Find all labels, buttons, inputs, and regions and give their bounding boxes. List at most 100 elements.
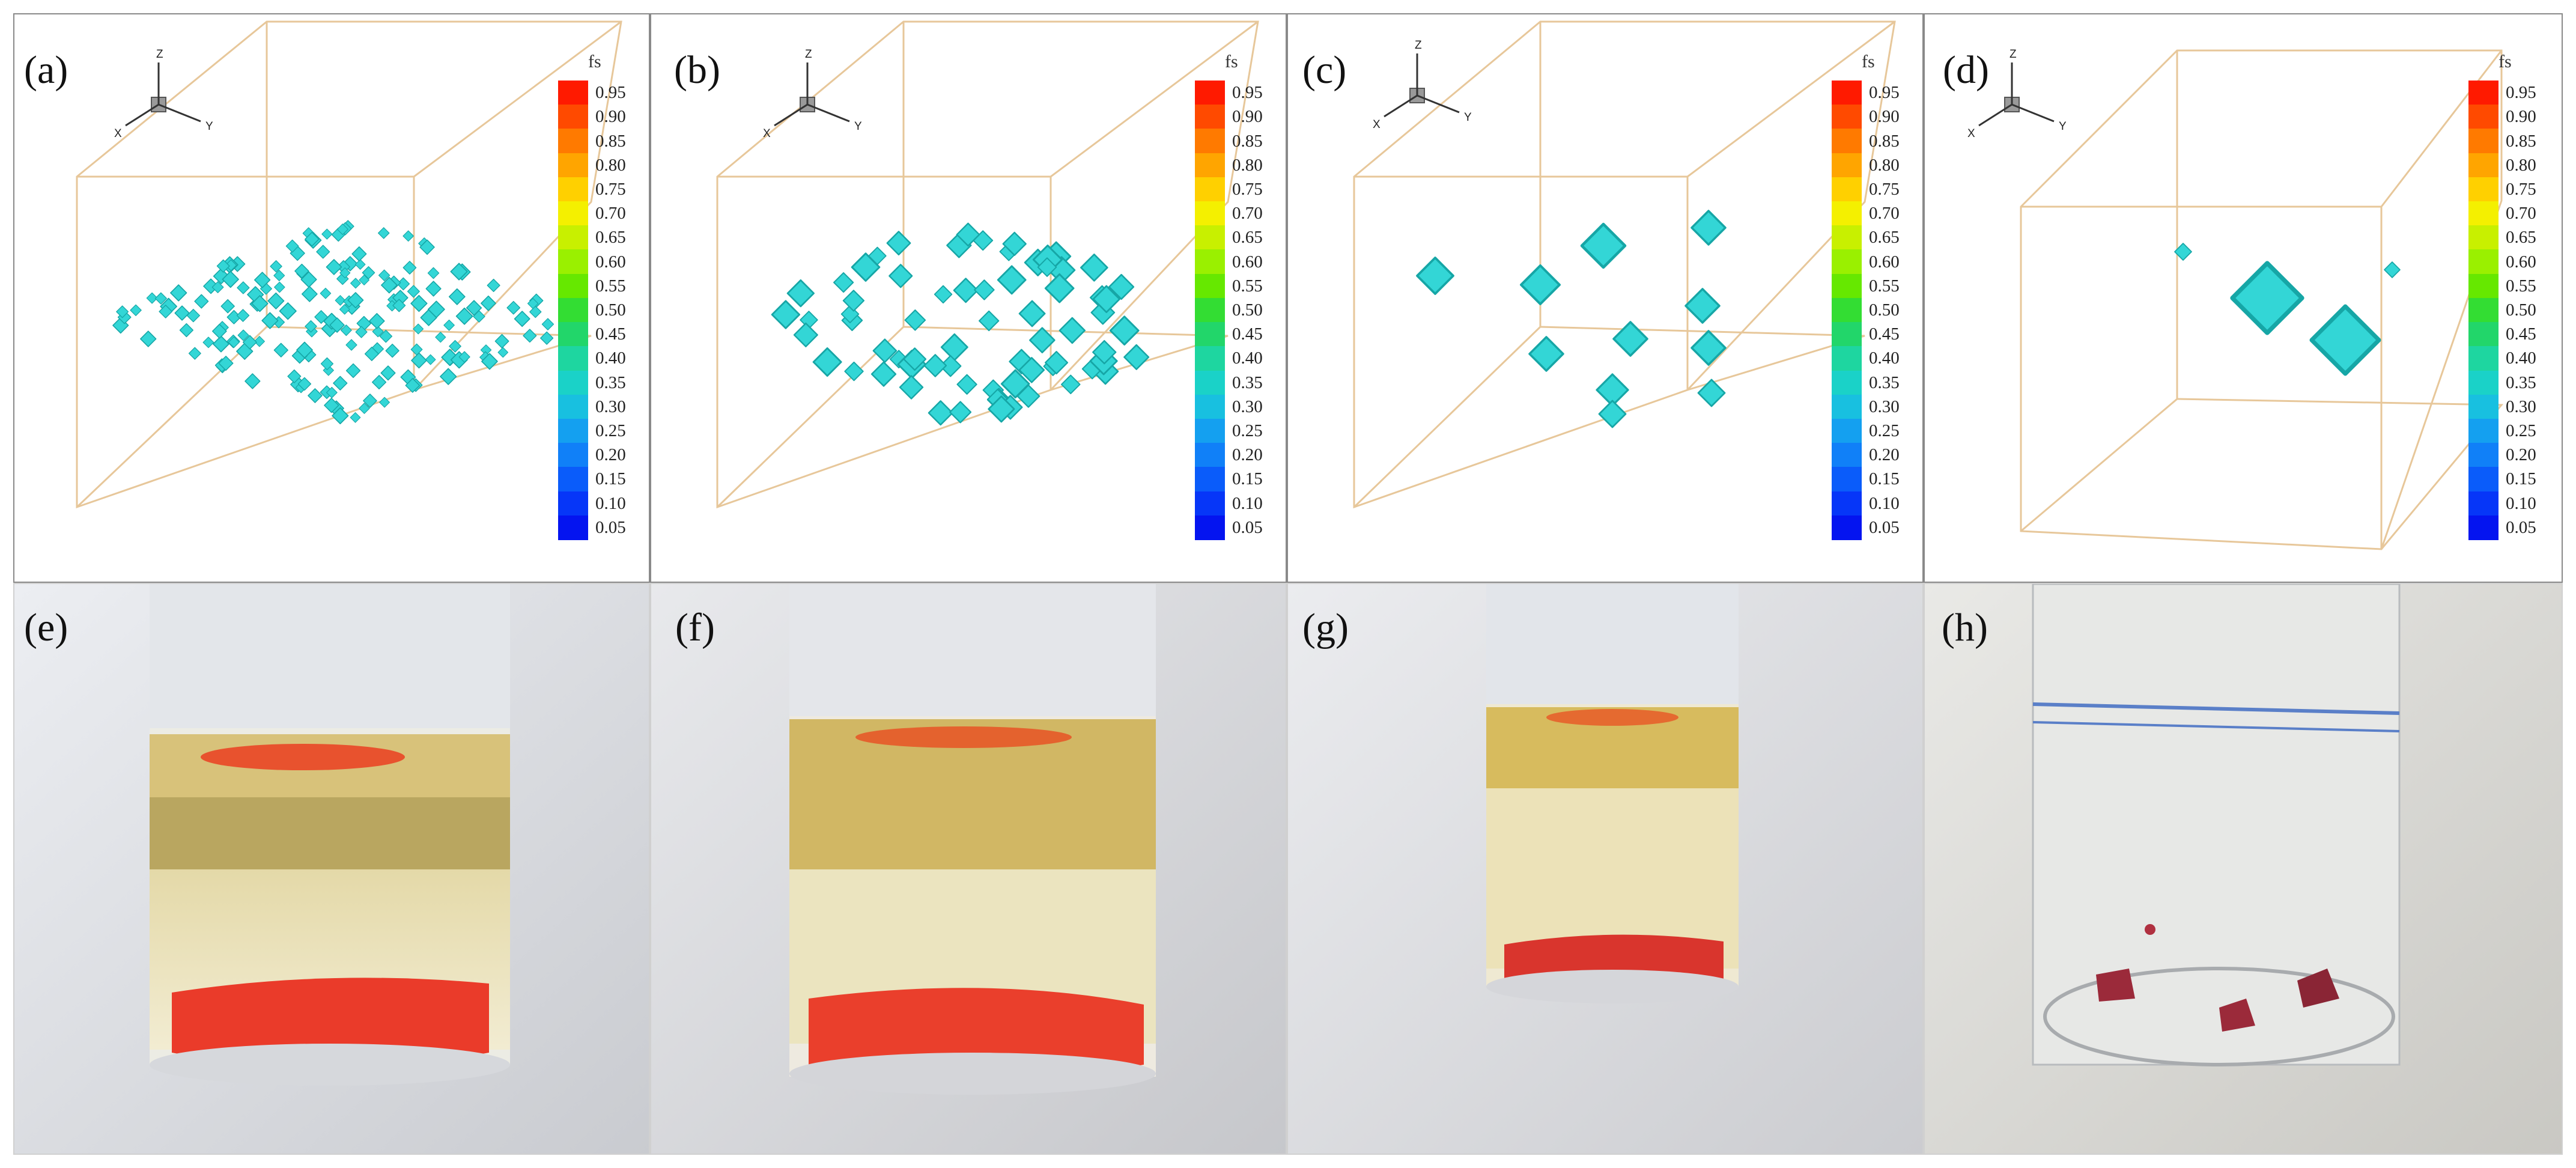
colorbar-swatch <box>558 273 588 299</box>
crystal-particle <box>273 270 285 282</box>
colorbar-tick-label: 0.60 <box>1869 252 1900 272</box>
crystal-particle <box>1002 231 1027 257</box>
crystal-particle <box>1416 257 1454 295</box>
crystal-particle <box>254 272 271 288</box>
colorbar-swatch <box>2468 370 2499 395</box>
crystal-particle <box>1528 336 1564 372</box>
settled-crystals <box>172 978 489 1068</box>
crystal-cluster <box>2174 243 2401 376</box>
crystal-particle <box>350 412 361 423</box>
crystal-particle <box>411 352 427 369</box>
colorbar-tick-label: 0.45 <box>595 324 626 344</box>
colorbar-tick-label: 0.25 <box>1232 421 1263 441</box>
colorbar-swatch <box>1195 443 1225 468</box>
axis-label: X <box>114 127 122 140</box>
colorbar-tick-label: 0.25 <box>1869 421 1900 441</box>
crystal-particle <box>904 309 926 331</box>
crystal-particle <box>541 318 554 330</box>
colorbar-swatch <box>2468 297 2499 323</box>
crystal-particle <box>2384 261 2401 278</box>
colorbar-tick-label: 0.55 <box>595 276 626 296</box>
crystal-particle <box>435 332 446 343</box>
colorbar-swatch <box>2468 177 2499 202</box>
axis-triad: Z Y X <box>114 48 213 140</box>
colorbar-swatch <box>1832 491 1862 516</box>
crystal-particle <box>1092 339 1117 365</box>
colorbar-swatch <box>1195 370 1225 395</box>
colorbar-swatch <box>1832 273 1862 299</box>
colorbar-swatch <box>1195 418 1225 444</box>
crystal-particle <box>1108 273 1135 300</box>
middle-liquid-layer <box>150 797 510 869</box>
crystal-particle <box>336 224 348 236</box>
vial-glass <box>2032 584 2401 1066</box>
panel-label: (b) <box>674 48 720 92</box>
colorbar-tick-label: 0.40 <box>1232 348 1263 368</box>
crystal-particle <box>211 281 224 293</box>
crystal-particle <box>130 304 142 317</box>
colorbar-tick-label: 0.20 <box>1869 445 1900 465</box>
colorbar-tick-label: 0.80 <box>1869 155 1900 175</box>
crystal-particle <box>351 246 367 262</box>
crystal-particle <box>345 363 361 379</box>
colorbar-swatch <box>1195 225 1225 251</box>
panel-label: (h) <box>1942 606 1988 649</box>
interface-crystals <box>201 744 405 770</box>
crystal-particle <box>1598 400 1627 428</box>
colorbar-swatch <box>1195 177 1225 202</box>
colorbar-tick-label: 0.60 <box>595 252 626 272</box>
crystal-particle <box>481 295 496 311</box>
crystal-particle <box>425 354 436 365</box>
vial-base <box>150 1044 510 1086</box>
crystal <box>2297 969 2339 1008</box>
colorbar-tick-label: 0.70 <box>2506 204 2536 224</box>
crystal-particle <box>940 333 968 361</box>
interface-crystals <box>1546 709 1678 726</box>
triad-axis <box>774 103 808 127</box>
colorbar-swatch <box>558 418 588 444</box>
crystal <box>2145 924 2155 935</box>
colorbar-swatch <box>1832 370 1862 395</box>
colorbar-swatch <box>558 225 588 251</box>
vial-base <box>1486 970 1739 1003</box>
colorbar-swatch <box>1832 177 1862 202</box>
crystal-particle <box>812 347 842 377</box>
crystal-particle <box>842 290 865 312</box>
crystal-particle <box>340 324 352 336</box>
crystal-particle <box>523 329 537 343</box>
crystal-particle <box>345 339 357 351</box>
triad-axis <box>1978 103 2012 127</box>
colorbar-swatch <box>558 491 588 516</box>
colorbar-swatch <box>1832 322 1862 347</box>
colorbar-tick-label: 0.65 <box>1232 228 1263 248</box>
crystal-particle <box>899 375 924 400</box>
crystal-particle <box>301 285 318 302</box>
colorbar-swatch <box>2468 153 2499 178</box>
crystal-particle <box>1044 273 1075 303</box>
colorbar-swatch <box>558 129 588 154</box>
crystal-particle <box>1029 327 1056 354</box>
crystal-particle <box>378 227 390 239</box>
colorbar-swatch <box>1832 443 1862 468</box>
colorbar-swatch <box>1832 129 1862 154</box>
vial-photo-f <box>651 584 1286 1154</box>
vial-photo-g <box>1288 584 1922 1154</box>
crystal-particle <box>320 357 334 371</box>
colorbar-swatch <box>1832 515 1862 540</box>
crystal-particle <box>324 397 339 413</box>
colorbar-tick-label: 0.85 <box>1869 131 1900 151</box>
crystal-particle <box>405 378 421 393</box>
crystal-particle <box>793 322 818 348</box>
crystal-particle <box>1080 254 1108 282</box>
vial-base <box>2043 967 2395 1066</box>
crystal-particle <box>279 302 297 320</box>
domain-box <box>1353 20 1896 509</box>
axis-label: X <box>763 127 771 140</box>
crystal-particle <box>840 305 860 323</box>
crystal-particle <box>1123 344 1150 370</box>
axis-label: Z <box>1415 39 1422 52</box>
colorbar-tick-label: 0.10 <box>2506 493 2536 513</box>
crystal-particle <box>305 320 317 333</box>
crystal-particle <box>222 270 239 288</box>
crystal-particle <box>270 260 282 273</box>
